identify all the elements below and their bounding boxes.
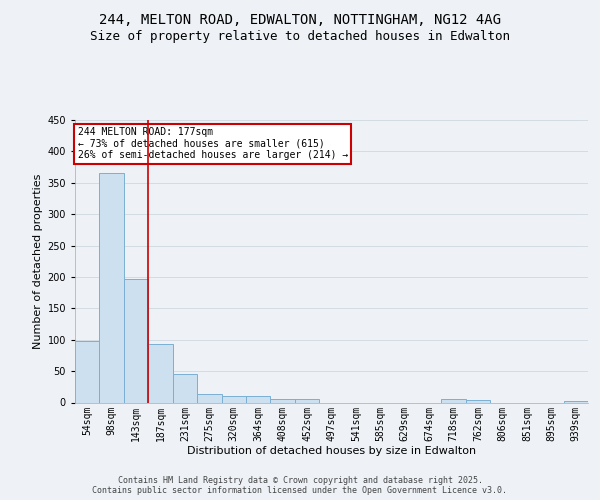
Bar [221, 396, 246, 402]
Bar [271, 398, 295, 402]
Bar [466, 400, 490, 402]
Bar [563, 400, 588, 402]
Text: 244 MELTON ROAD: 177sqm
← 73% of detached houses are smaller (615)
26% of semi-d: 244 MELTON ROAD: 177sqm ← 73% of detache… [77, 127, 348, 160]
X-axis label: Distribution of detached houses by size in Edwalton: Distribution of detached houses by size … [187, 446, 476, 456]
Bar [173, 374, 197, 402]
Bar [246, 396, 271, 402]
Text: Size of property relative to detached houses in Edwalton: Size of property relative to detached ho… [90, 30, 510, 43]
Bar [295, 398, 319, 402]
Bar [75, 341, 100, 402]
Bar [442, 400, 466, 402]
Bar [124, 280, 148, 402]
Bar [197, 394, 221, 402]
Bar [148, 344, 173, 403]
Bar [100, 174, 124, 402]
Text: Contains HM Land Registry data © Crown copyright and database right 2025.
Contai: Contains HM Land Registry data © Crown c… [92, 476, 508, 495]
Y-axis label: Number of detached properties: Number of detached properties [33, 174, 43, 349]
Text: 244, MELTON ROAD, EDWALTON, NOTTINGHAM, NG12 4AG: 244, MELTON ROAD, EDWALTON, NOTTINGHAM, … [99, 12, 501, 26]
